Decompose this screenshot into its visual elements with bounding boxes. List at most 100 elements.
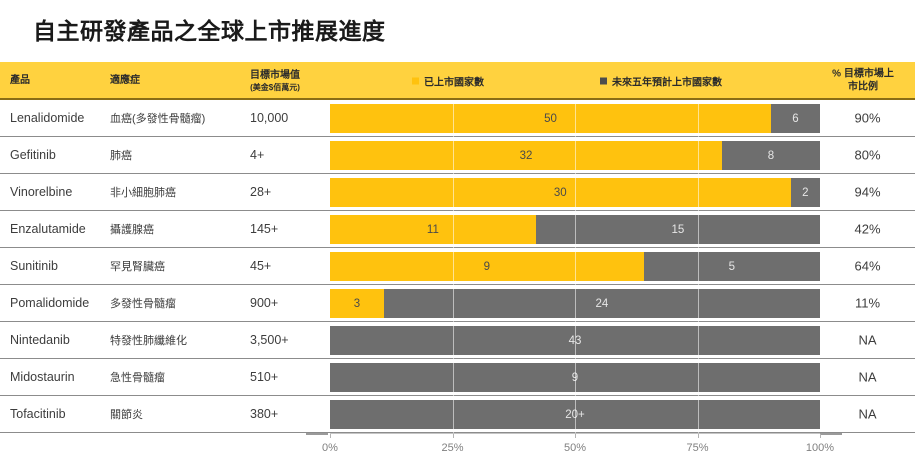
cell-target-pct: 42% bbox=[854, 221, 881, 237]
bar-segment-launched[interactable]: 3 bbox=[330, 289, 384, 318]
table-row[interactable]: Tofacitinib 關節炎 380+ 20+ NA bbox=[0, 396, 915, 433]
column-header-market-value-unit: (美金$佰萬元) bbox=[250, 82, 300, 92]
page-title: 自主研發產品之全球上市推展進度 bbox=[33, 18, 386, 44]
cell-indication: 血癌(多發性骨髓瘤) bbox=[110, 113, 206, 125]
legend-label-launched: 已上市國家數 bbox=[424, 77, 484, 89]
cell-indication: 特發性肺纖維化 bbox=[110, 335, 187, 347]
cell-market-value: 145+ bbox=[250, 222, 279, 236]
cell-product: Nintedanib bbox=[10, 333, 70, 347]
table-body: Lenalidomide 血癌(多發性骨髓瘤) 10,000 50 6 90% Gefiti… bbox=[0, 100, 915, 433]
cell-product: Vinorelbine bbox=[10, 185, 73, 199]
bar-segment-planned[interactable]: 6 bbox=[771, 104, 820, 133]
table-row[interactable]: Midostaurin 急性骨髓瘤 510+ 9 NA bbox=[0, 359, 915, 396]
cell-indication: 非小細胞肺癌 bbox=[110, 187, 176, 199]
bar-segment-planned[interactable]: 2 bbox=[790, 178, 820, 207]
cell-market-value: 28+ bbox=[250, 185, 272, 199]
x-axis-tickmark bbox=[452, 434, 454, 438]
column-header-target-pct-line2: 市比例 bbox=[848, 81, 878, 92]
table-row[interactable]: Sunitinib 罕見腎臟癌 45+ 9 5 64% bbox=[0, 248, 915, 285]
x-axis-tickmark bbox=[697, 434, 699, 438]
cell-market-value: 900+ bbox=[250, 296, 279, 310]
bar-segment-launched[interactable]: 9 bbox=[330, 252, 644, 281]
bar-plot: 30 2 bbox=[330, 178, 820, 207]
bar-segment-launched[interactable]: 30 bbox=[330, 178, 791, 207]
x-axis-tickmark bbox=[330, 434, 331, 438]
legend-item-planned: 未來五年預計上市國家數 bbox=[600, 74, 722, 89]
cell-product: Midostaurin bbox=[10, 370, 75, 384]
x-axis-line bbox=[330, 433, 820, 434]
table-row[interactable]: Nintedanib 特發性肺纖維化 3,500+ 43 NA bbox=[0, 322, 915, 359]
table-row[interactable]: Enzalutamide 攝護腺癌 145+ 11 15 42% bbox=[0, 211, 915, 248]
cell-indication: 攝護腺癌 bbox=[110, 224, 154, 236]
legend-swatch-gray-icon bbox=[600, 77, 607, 85]
x-axis-tick-label: 50% bbox=[563, 442, 587, 454]
cell-product: Tofacitinib bbox=[10, 407, 66, 421]
cell-indication: 急性骨髓瘤 bbox=[110, 372, 165, 384]
cell-indication: 肺癌 bbox=[110, 150, 132, 162]
cell-target-pct: 64% bbox=[854, 258, 881, 274]
cell-target-pct: 80% bbox=[854, 147, 881, 163]
bar-segment-launched[interactable]: 32 bbox=[330, 141, 722, 170]
bar-segment-planned[interactable]: 9 bbox=[330, 363, 820, 392]
x-axis-tick-label: 25% bbox=[441, 442, 464, 454]
table-row[interactable]: Gefitinib 肺癌 4+ 32 8 80% bbox=[0, 137, 915, 174]
cell-target-pct: 90% bbox=[854, 110, 881, 126]
bar-plot: 9 bbox=[330, 363, 820, 392]
table-row[interactable]: Lenalidomide 血癌(多發性骨髓瘤) 10,000 50 6 90% bbox=[0, 100, 915, 137]
bar-segment-planned[interactable]: 20+ bbox=[330, 400, 820, 429]
bar-plot: 43 bbox=[330, 326, 820, 355]
legend-swatch-yellow-icon bbox=[412, 77, 419, 85]
cell-market-value: 510+ bbox=[250, 370, 279, 384]
legend-item-launched: 已上市國家數 bbox=[412, 74, 484, 89]
axis-cap-right bbox=[820, 433, 842, 435]
cell-product: Enzalutamide bbox=[10, 222, 86, 236]
x-axis-tick-label: 100% bbox=[805, 442, 835, 454]
cell-target-pct: 94% bbox=[854, 184, 881, 200]
table-row[interactable]: Pomalidomide 多發性骨髓瘤 900+ 3 24 11% bbox=[0, 285, 915, 322]
bar-segment-launched[interactable]: 50 bbox=[330, 104, 771, 133]
cell-product: Sunitinib bbox=[10, 259, 58, 273]
column-header-indication: 適應症 bbox=[110, 74, 140, 86]
bar-plot: 11 15 bbox=[330, 215, 820, 244]
column-header-target-pct: % 目標市場上 市比例 bbox=[817, 69, 909, 94]
bar-segment-planned[interactable]: 43 bbox=[330, 326, 820, 355]
x-axis-tickmark bbox=[820, 434, 821, 438]
bar-plot: 20+ bbox=[330, 400, 820, 429]
x-axis-tick-label: 0% bbox=[322, 442, 338, 454]
cell-indication: 關節炎 bbox=[110, 409, 143, 421]
cell-indication: 多發性骨髓瘤 bbox=[110, 298, 176, 310]
cell-product: Pomalidomide bbox=[10, 296, 90, 310]
cell-target-pct: NA bbox=[858, 332, 877, 348]
column-header-target-pct-line1: % 目標市場上 bbox=[832, 68, 894, 80]
cell-market-value: 45+ bbox=[250, 259, 272, 273]
cell-product: Lenalidomide bbox=[10, 111, 85, 125]
column-header-market-value: 目標市場值 (美金$佰萬元) bbox=[250, 70, 300, 93]
column-header-market-value-main: 目標市場值 bbox=[250, 69, 300, 81]
bar-segment-planned[interactable]: 24 bbox=[383, 289, 820, 318]
legend-label-planned: 未來五年預計上市國家數 bbox=[612, 77, 722, 89]
cell-market-value: 4+ bbox=[250, 148, 265, 162]
cell-target-pct: 11% bbox=[854, 295, 881, 311]
bar-plot: 50 6 bbox=[330, 104, 820, 133]
cell-product: Gefitinib bbox=[10, 148, 56, 162]
cell-target-pct: NA bbox=[858, 406, 877, 422]
bar-segment-launched[interactable]: 11 bbox=[330, 215, 536, 244]
column-header-product: 產品 bbox=[10, 74, 30, 86]
table-row[interactable]: Vinorelbine 非小細胞肺癌 28+ 30 2 94% bbox=[0, 174, 915, 211]
x-axis-tick-label: 75% bbox=[686, 442, 709, 454]
cell-market-value: 10,000 bbox=[250, 111, 289, 125]
cell-market-value: 380+ bbox=[250, 407, 279, 421]
x-axis: 0% 25% 50% 75% 100% bbox=[322, 434, 834, 461]
cell-indication: 罕見腎臟癌 bbox=[110, 261, 165, 273]
x-axis-tickmark bbox=[575, 434, 576, 438]
bar-plot: 32 8 bbox=[330, 141, 820, 170]
table-header-band: 產品 適應症 目標市場值 (美金$佰萬元) 已上市國家數 未來五年預計上市國家數… bbox=[0, 62, 915, 100]
bar-plot: 3 24 bbox=[330, 289, 820, 318]
axis-cap-left bbox=[306, 433, 328, 435]
bar-segment-planned[interactable]: 15 bbox=[535, 215, 820, 244]
cell-market-value: 3,500+ bbox=[250, 333, 289, 347]
cell-target-pct: NA bbox=[858, 369, 877, 385]
bar-segment-planned[interactable]: 8 bbox=[722, 141, 820, 170]
bar-segment-planned[interactable]: 5 bbox=[643, 252, 820, 281]
